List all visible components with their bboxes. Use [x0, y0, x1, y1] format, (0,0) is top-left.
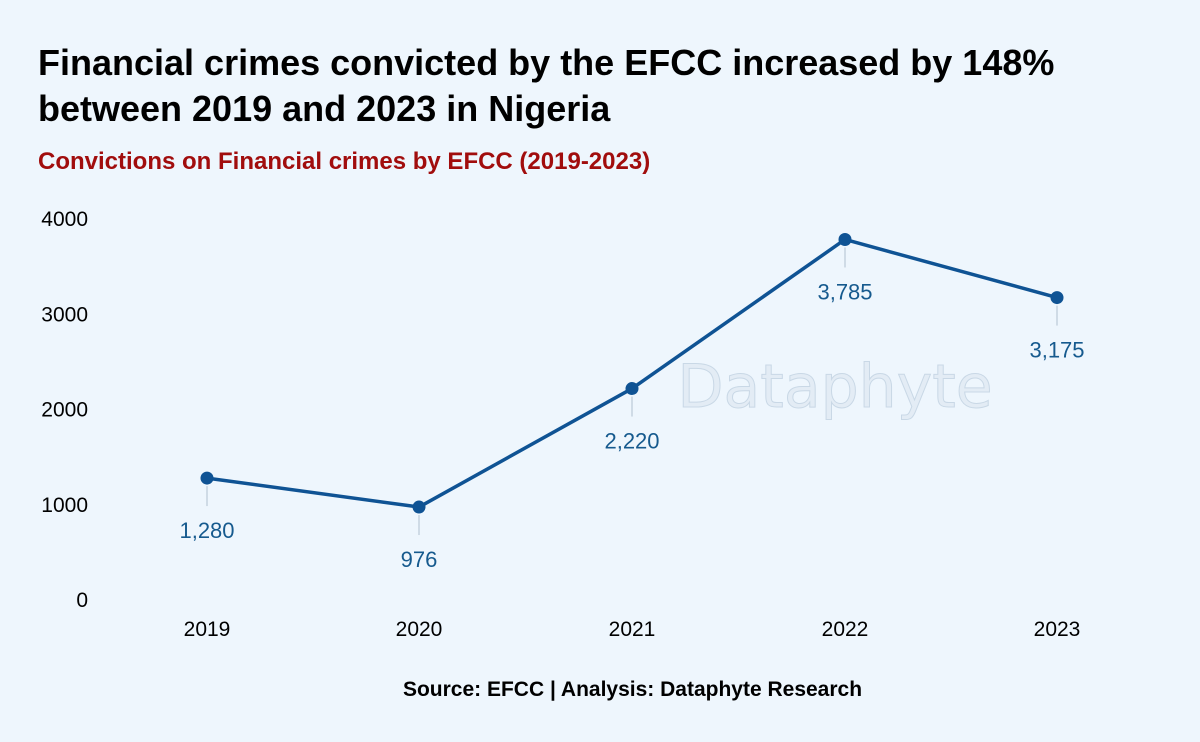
data-point: [625, 382, 639, 396]
y-axis: 0 1000 2000 3000 4000: [41, 208, 88, 612]
x-tick-label: 2019: [184, 618, 231, 641]
data-label: 3,785: [817, 279, 872, 304]
chart-subtitle: Convictions on Financial crimes by EFCC …: [38, 148, 651, 175]
data-point: [838, 232, 852, 246]
chart-title: Financial crimes convicted by the EFCC i…: [38, 42, 1055, 129]
source-note: Source: EFCC | Analysis: Dataphyte Resea…: [402, 678, 863, 701]
plot-area: 1,280 976 2,220 3,785 3,175: [179, 232, 1085, 572]
y-tick-label: 4000: [41, 208, 88, 231]
x-tick-label: 2021: [609, 618, 656, 641]
data-point: [1050, 291, 1064, 305]
x-tick-label: 2022: [822, 618, 869, 641]
data-point: [412, 500, 426, 514]
watermark-logo: Dataphyte: [677, 352, 992, 422]
y-tick-label: 0: [76, 589, 88, 612]
data-label: 2,220: [604, 429, 659, 454]
data-label: 1,280: [179, 518, 234, 543]
data-point: [200, 471, 214, 485]
y-tick-label: 2000: [41, 399, 88, 422]
y-tick-label: 1000: [41, 494, 88, 517]
x-tick-label: 2023: [1034, 618, 1081, 641]
x-tick-label: 2020: [396, 618, 443, 641]
data-label: 3,175: [1029, 338, 1084, 363]
x-axis: 2019 2020 2021 2022 2023: [184, 618, 1081, 641]
data-label: 976: [401, 547, 438, 572]
y-tick-label: 3000: [41, 303, 88, 326]
